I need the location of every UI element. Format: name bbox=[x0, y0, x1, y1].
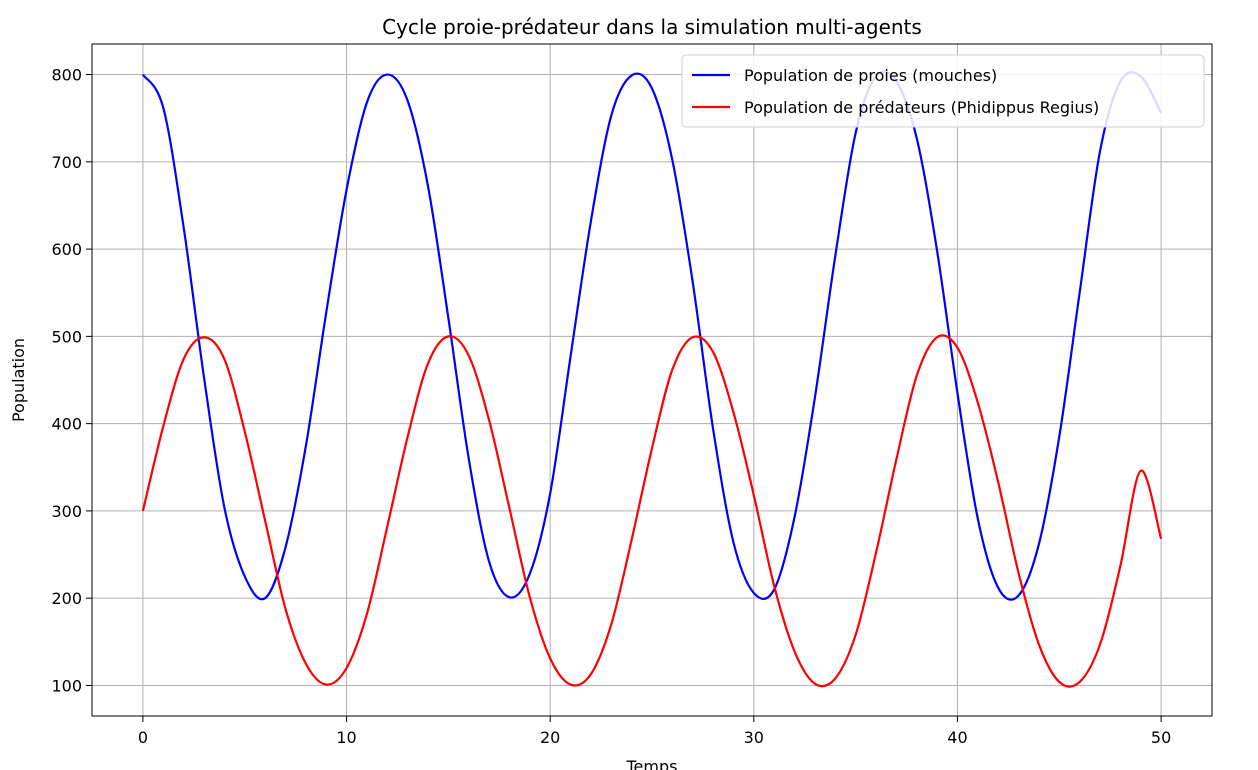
x-tick-label: 30 bbox=[744, 728, 764, 747]
y-tick-label: 300 bbox=[51, 502, 82, 521]
y-tick-label: 700 bbox=[51, 153, 82, 172]
chart-title: Cycle proie-prédateur dans la simulation… bbox=[382, 15, 922, 39]
y-axis-label: Population bbox=[9, 338, 28, 422]
x-tick-label: 50 bbox=[1151, 728, 1171, 747]
series-layer bbox=[141, 70, 1163, 688]
x-tick-label: 10 bbox=[336, 728, 356, 747]
x-tick-label: 20 bbox=[540, 728, 560, 747]
legend-entry: Population de prédateurs (Phidippus Regi… bbox=[744, 98, 1099, 117]
y-tick-label: 100 bbox=[51, 676, 82, 695]
legend-entry: Population de proies (mouches) bbox=[744, 66, 997, 85]
x-axis-label: Temps bbox=[626, 757, 678, 770]
y-tick-label: 200 bbox=[51, 589, 82, 608]
plot-frame bbox=[91, 43, 1213, 717]
x-tick-label: 0 bbox=[138, 728, 148, 747]
legend-box bbox=[681, 54, 1205, 128]
prey-series-line bbox=[141, 70, 1163, 601]
axis-ticks: 0 10 20 30 40 50 100 200 300 400 500 600 700 800 bbox=[51, 66, 1171, 747]
predator-series-line bbox=[141, 334, 1163, 688]
y-tick-label: 600 bbox=[51, 240, 82, 259]
y-tick-label: 500 bbox=[51, 327, 82, 346]
y-tick-label: 800 bbox=[51, 66, 82, 85]
grid bbox=[92, 44, 1212, 716]
x-tick-label: 40 bbox=[947, 728, 967, 747]
legend: Population de proies (mouches) Population… bbox=[681, 54, 1205, 128]
y-tick-label: 400 bbox=[51, 415, 82, 434]
